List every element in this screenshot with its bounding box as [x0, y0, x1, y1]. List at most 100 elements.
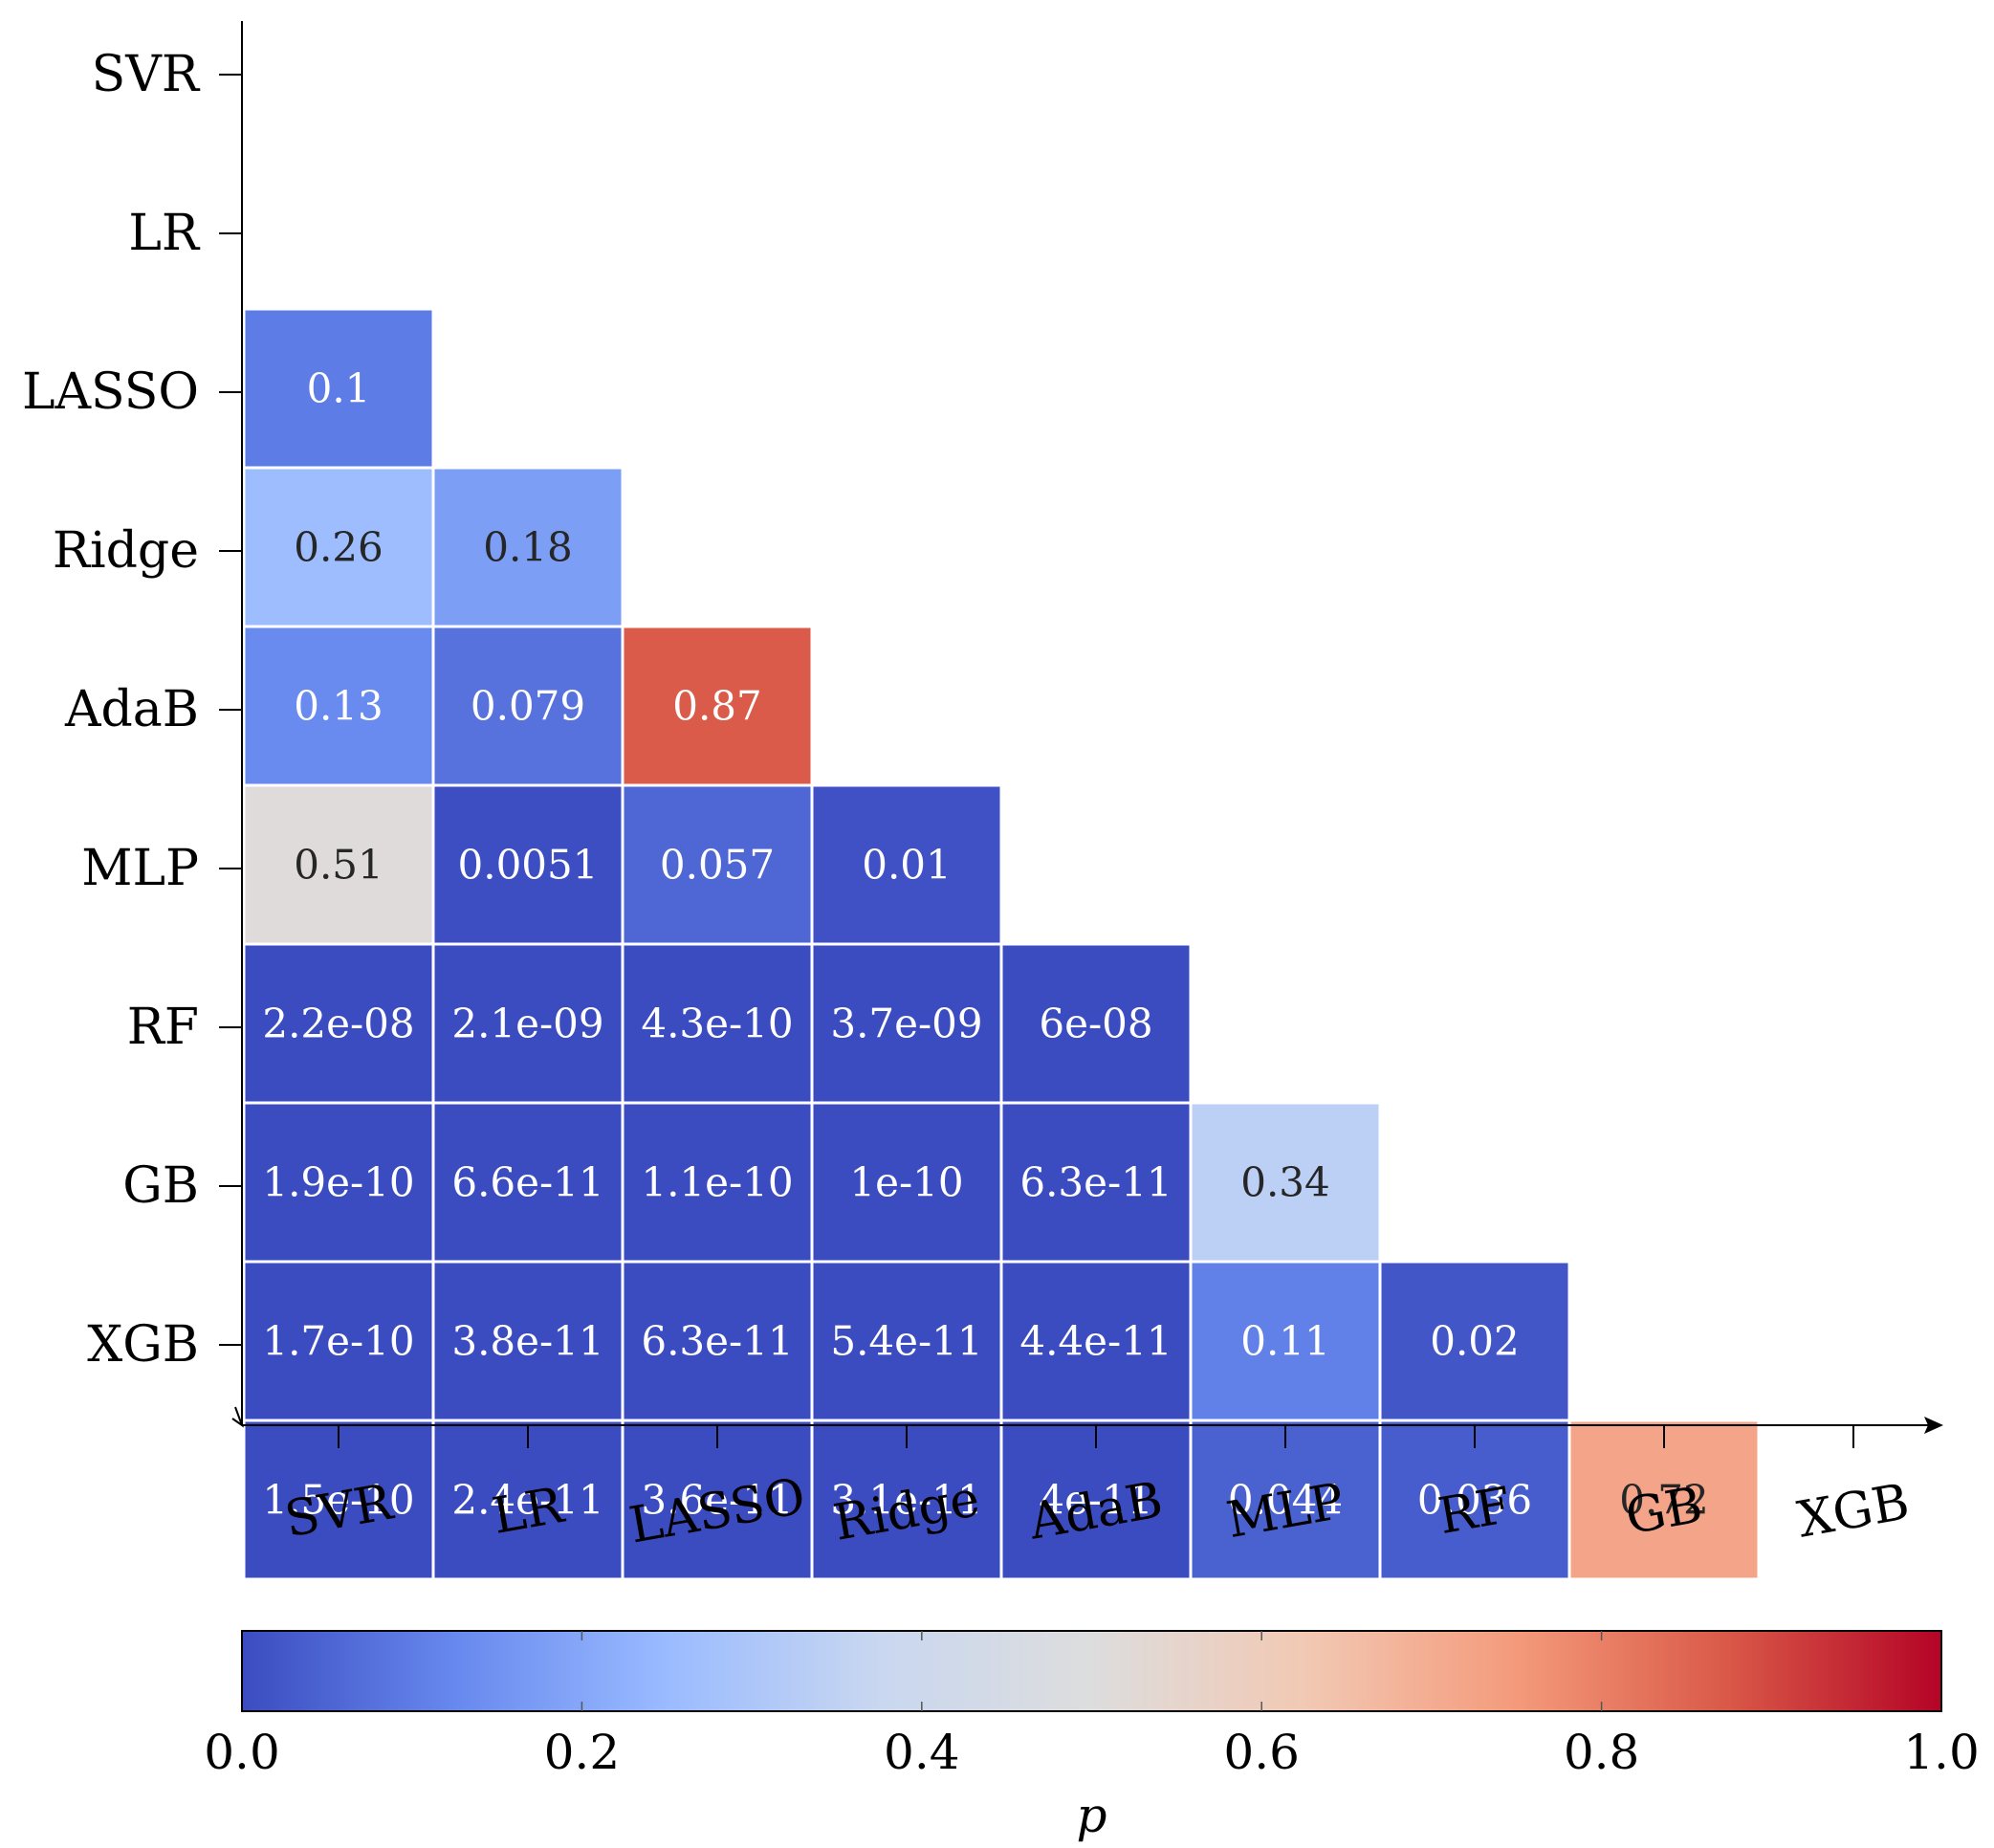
y-tick-label: GB	[122, 1157, 199, 1215]
heatmap-cell-label: 3.1e-11	[830, 1477, 982, 1524]
y-tick-label: AdaB	[64, 681, 199, 738]
x-tick-label: XGB	[1793, 1473, 1913, 1549]
heatmap-cell-label: 3.8e-11	[451, 1318, 603, 1365]
colorbar-tick-label: 0.0	[204, 1725, 280, 1780]
heatmap-cell: 1e-10	[810, 1101, 1003, 1264]
heatmap-cell: 4.4e-11	[999, 1260, 1193, 1422]
heatmap-cell: 6.6e-11	[431, 1101, 624, 1264]
heatmap-cell-rect	[999, 1101, 1193, 1264]
heatmap-cell-rect	[621, 1101, 814, 1264]
heatmap-cell-label: 2.4e-11	[451, 1477, 603, 1524]
y-tick-label: RF	[127, 999, 199, 1056]
heatmap-cell: 3.8e-11	[431, 1260, 624, 1422]
heatmap-cell: 0.01	[810, 783, 1003, 946]
heatmap-cell: 0.13	[242, 625, 435, 787]
heatmap-cell-rect	[242, 1101, 435, 1264]
heatmap-cell-rect	[431, 1260, 624, 1422]
heatmap-cell: 1.1e-10	[621, 1101, 814, 1264]
heatmap-cells: 0.1 0.26 0.18 0.13 0.079 0.87 0.51 0.0051 0.057 0…	[242, 307, 1761, 1581]
heatmap-cell-label: 0.13	[294, 683, 383, 730]
heatmap-cell-label: 3.6e-11	[641, 1477, 793, 1524]
colorbar-tick-label: 0.6	[1223, 1725, 1300, 1780]
heatmap-cell-label: 0.34	[1240, 1159, 1330, 1206]
heatmap-cell-rect	[431, 942, 624, 1105]
heatmap-cell-label: 0.057	[660, 842, 775, 889]
y-tick-label: XGB	[87, 1316, 199, 1374]
heatmap-cell-label: 1.5e-10	[262, 1477, 414, 1524]
heatmap-cell-label: 1.7e-10	[262, 1318, 414, 1365]
colorbar-tick-label: 0.2	[544, 1725, 621, 1780]
heatmap-cell-label: 4.4e-11	[1019, 1318, 1172, 1365]
heatmap-cell: 0.87	[621, 625, 814, 787]
y-tick-labels: SVR LR LASSO Ridge AdaB MLP RF GB XGB	[22, 46, 242, 1374]
heatmap-cell-label: 0.26	[294, 524, 383, 571]
heatmap-cell-label: 0.044	[1228, 1477, 1343, 1524]
heatmap-cell-label: 0.11	[1240, 1318, 1330, 1365]
y-tick-label: SVR	[92, 46, 201, 103]
heatmap-cell-rect	[431, 783, 624, 946]
heatmap-cell: 5.4e-11	[810, 1260, 1003, 1422]
heatmap-cell: 0.11	[1189, 1260, 1382, 1422]
heatmap-cell: 6.3e-11	[999, 1101, 1193, 1264]
heatmap-cell-label: 1e-10	[849, 1159, 963, 1206]
heatmap-cell-label: 6.3e-11	[641, 1318, 793, 1365]
heatmap-cell-label: 4.3e-10	[641, 1001, 793, 1047]
heatmap-cell: 1.9e-10	[242, 1101, 435, 1264]
heatmap-cell-rect	[1189, 1260, 1382, 1422]
y-tick-label: MLP	[81, 840, 199, 897]
heatmap-cell: 4.3e-10	[621, 942, 814, 1105]
colorbar-label: p	[1076, 1788, 1107, 1843]
x-tick-label: GB	[1622, 1477, 1707, 1547]
heatmap-cell: 0.34	[1189, 1101, 1382, 1264]
heatmap-cell: 0.18	[431, 466, 624, 628]
heatmap-cell: 1.7e-10	[242, 1260, 435, 1422]
heatmap-cell-label: 1.9e-10	[262, 1159, 414, 1206]
heatmap-cell-rect	[810, 942, 1003, 1105]
y-tick-label: LASSO	[22, 363, 199, 421]
colorbar-tick-label: 0.4	[884, 1725, 960, 1780]
heatmap-cell-rect	[431, 1101, 624, 1264]
axes	[231, 21, 1943, 1434]
heatmap-cell: 2.2e-08	[242, 942, 435, 1105]
heatmap-cell-rect	[810, 1260, 1003, 1422]
heatmap-cell: 2.1e-09	[431, 942, 624, 1105]
colorbar-tick-label: 0.8	[1564, 1725, 1640, 1780]
heatmap-cell-label: 5.4e-11	[830, 1318, 982, 1365]
heatmap-cell-rect	[621, 625, 814, 787]
y-tick-label: Ridge	[53, 522, 199, 580]
y-axis-arrow-icon	[231, 1406, 245, 1428]
heatmap-cell-label: 0.51	[294, 842, 383, 889]
heatmap-cell: 6e-08	[999, 942, 1193, 1105]
heatmap-cell-label: 0.0051	[458, 842, 599, 889]
heatmap-cell-rect	[242, 466, 435, 628]
heatmap-cell-label: 2.1e-09	[451, 1001, 603, 1047]
heatmap-cell: 0.079	[431, 625, 624, 787]
heatmap-cell: 0.26	[242, 466, 435, 628]
heatmap-cell-label: 6.3e-11	[1019, 1159, 1172, 1206]
heatmap-cell-rect	[242, 1260, 435, 1422]
heatmap-cell: 0.0051	[431, 783, 624, 946]
colorbar-gradient	[241, 1630, 1942, 1712]
heatmap-cell-label: 0.02	[1430, 1318, 1520, 1365]
heatmap-cell: 3.7e-09	[810, 942, 1003, 1105]
heatmap-cell-label: 0.01	[862, 842, 952, 889]
heatmap-cell-rect	[431, 466, 624, 628]
heatmap-cell: 0.51	[242, 783, 435, 946]
heatmap-cell: 0.02	[1378, 1260, 1571, 1422]
heatmap-cell-label: 2.2e-08	[262, 1001, 414, 1047]
colorbar: 0.0 0.2 0.4 0.6 0.8 1.0 p	[204, 1630, 1980, 1843]
x-axis-arrow-icon	[1924, 1417, 1943, 1434]
x-tick-label: LR	[489, 1477, 570, 1546]
heatmap-cell-label: 1.1e-10	[641, 1159, 793, 1206]
heatmap-cell-label: 0.036	[1417, 1477, 1532, 1524]
heatmap-cell: 3.1e-11	[810, 1419, 1003, 1581]
heatmap-cell-label: 0.72	[1619, 1477, 1709, 1524]
heatmap-cell-rect	[810, 783, 1003, 946]
heatmap-cell-rect	[242, 307, 435, 470]
heatmap-cell-label: 4e-11	[1039, 1477, 1152, 1524]
heatmap-cell: 6.3e-11	[621, 1260, 814, 1422]
heatmap-cell: 0.057	[621, 783, 814, 946]
heatmap-cell-label: 0.18	[483, 524, 573, 571]
heatmap-cell-label: 0.079	[471, 683, 585, 730]
